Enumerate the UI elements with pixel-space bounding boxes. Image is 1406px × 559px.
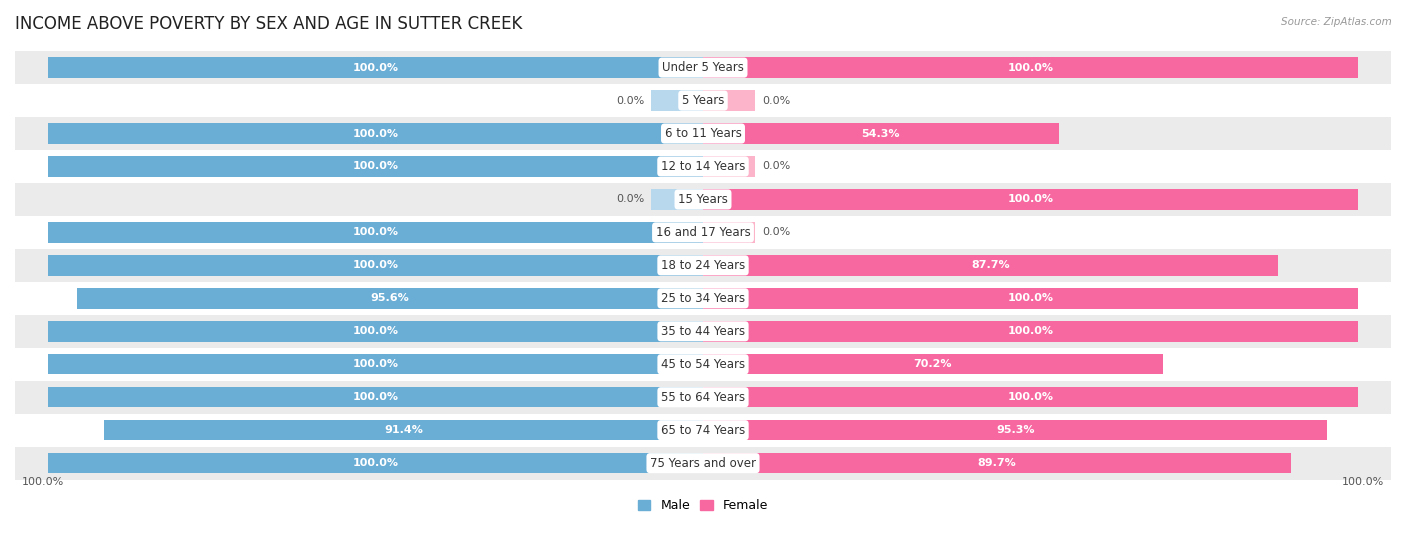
Text: 100.0%: 100.0% bbox=[353, 228, 398, 238]
Text: 87.7%: 87.7% bbox=[972, 260, 1010, 271]
Bar bbox=[703, 91, 755, 111]
Text: 5 Years: 5 Years bbox=[682, 94, 724, 107]
Text: 6 to 11 Years: 6 to 11 Years bbox=[665, 127, 741, 140]
Text: 45 to 54 Years: 45 to 54 Years bbox=[661, 358, 745, 371]
Legend: Male, Female: Male, Female bbox=[633, 494, 773, 517]
Bar bbox=[48, 124, 703, 144]
Text: 100.0%: 100.0% bbox=[1008, 293, 1053, 304]
Bar bbox=[703, 354, 1163, 375]
Bar bbox=[651, 91, 703, 111]
Bar bbox=[48, 387, 703, 408]
Bar bbox=[48, 157, 703, 177]
Bar bbox=[48, 354, 703, 375]
Text: 35 to 44 Years: 35 to 44 Years bbox=[661, 325, 745, 338]
Bar bbox=[48, 453, 703, 473]
Text: 100.0%: 100.0% bbox=[353, 326, 398, 337]
Bar bbox=[15, 348, 1391, 381]
Bar bbox=[15, 117, 1391, 150]
Bar bbox=[703, 157, 755, 177]
Bar bbox=[703, 222, 755, 243]
Text: 0.0%: 0.0% bbox=[762, 96, 790, 106]
Bar bbox=[15, 447, 1391, 480]
Text: 100.0%: 100.0% bbox=[353, 129, 398, 139]
Bar bbox=[15, 249, 1391, 282]
Bar bbox=[703, 255, 1278, 276]
Text: 100.0%: 100.0% bbox=[353, 458, 398, 468]
Bar bbox=[703, 58, 1358, 78]
Text: 100.0%: 100.0% bbox=[353, 162, 398, 172]
Bar bbox=[703, 321, 1358, 342]
Bar bbox=[703, 420, 1327, 440]
Bar bbox=[15, 381, 1391, 414]
Text: 65 to 74 Years: 65 to 74 Years bbox=[661, 424, 745, 437]
Text: 91.4%: 91.4% bbox=[384, 425, 423, 435]
Bar bbox=[703, 190, 1358, 210]
Text: 0.0%: 0.0% bbox=[762, 228, 790, 238]
Text: 55 to 64 Years: 55 to 64 Years bbox=[661, 391, 745, 404]
Bar bbox=[15, 51, 1391, 84]
Bar bbox=[703, 453, 1291, 473]
Text: 18 to 24 Years: 18 to 24 Years bbox=[661, 259, 745, 272]
Text: 100.0%: 100.0% bbox=[21, 477, 63, 487]
Text: 54.3%: 54.3% bbox=[862, 129, 900, 139]
Text: 75 Years and over: 75 Years and over bbox=[650, 457, 756, 470]
Bar bbox=[703, 387, 1358, 408]
Bar bbox=[15, 315, 1391, 348]
Bar bbox=[15, 84, 1391, 117]
Bar bbox=[15, 414, 1391, 447]
Text: 100.0%: 100.0% bbox=[1008, 392, 1053, 402]
Text: 15 Years: 15 Years bbox=[678, 193, 728, 206]
Text: 16 and 17 Years: 16 and 17 Years bbox=[655, 226, 751, 239]
Text: 12 to 14 Years: 12 to 14 Years bbox=[661, 160, 745, 173]
Bar bbox=[76, 288, 703, 309]
Text: 25 to 34 Years: 25 to 34 Years bbox=[661, 292, 745, 305]
Text: 100.0%: 100.0% bbox=[353, 359, 398, 369]
Text: 0.0%: 0.0% bbox=[616, 96, 644, 106]
Bar bbox=[15, 216, 1391, 249]
Text: 100.0%: 100.0% bbox=[1008, 63, 1053, 73]
Text: 100.0%: 100.0% bbox=[353, 63, 398, 73]
Bar bbox=[48, 255, 703, 276]
Text: 0.0%: 0.0% bbox=[616, 195, 644, 205]
Bar bbox=[15, 282, 1391, 315]
Text: 100.0%: 100.0% bbox=[1008, 195, 1053, 205]
Text: 89.7%: 89.7% bbox=[977, 458, 1017, 468]
Text: 70.2%: 70.2% bbox=[914, 359, 952, 369]
Text: 100.0%: 100.0% bbox=[353, 260, 398, 271]
Bar bbox=[104, 420, 703, 440]
Bar bbox=[651, 190, 703, 210]
Bar bbox=[703, 288, 1358, 309]
Text: Under 5 Years: Under 5 Years bbox=[662, 61, 744, 74]
Text: 100.0%: 100.0% bbox=[353, 392, 398, 402]
Bar bbox=[15, 150, 1391, 183]
Bar bbox=[48, 58, 703, 78]
Text: 0.0%: 0.0% bbox=[762, 162, 790, 172]
Bar bbox=[48, 321, 703, 342]
Bar bbox=[15, 183, 1391, 216]
Text: 95.6%: 95.6% bbox=[370, 293, 409, 304]
Text: 100.0%: 100.0% bbox=[1008, 326, 1053, 337]
Text: Source: ZipAtlas.com: Source: ZipAtlas.com bbox=[1281, 17, 1392, 27]
Bar bbox=[48, 222, 703, 243]
Text: 100.0%: 100.0% bbox=[1343, 477, 1385, 487]
Bar bbox=[703, 124, 1059, 144]
Text: 95.3%: 95.3% bbox=[995, 425, 1035, 435]
Text: INCOME ABOVE POVERTY BY SEX AND AGE IN SUTTER CREEK: INCOME ABOVE POVERTY BY SEX AND AGE IN S… bbox=[15, 15, 523, 33]
